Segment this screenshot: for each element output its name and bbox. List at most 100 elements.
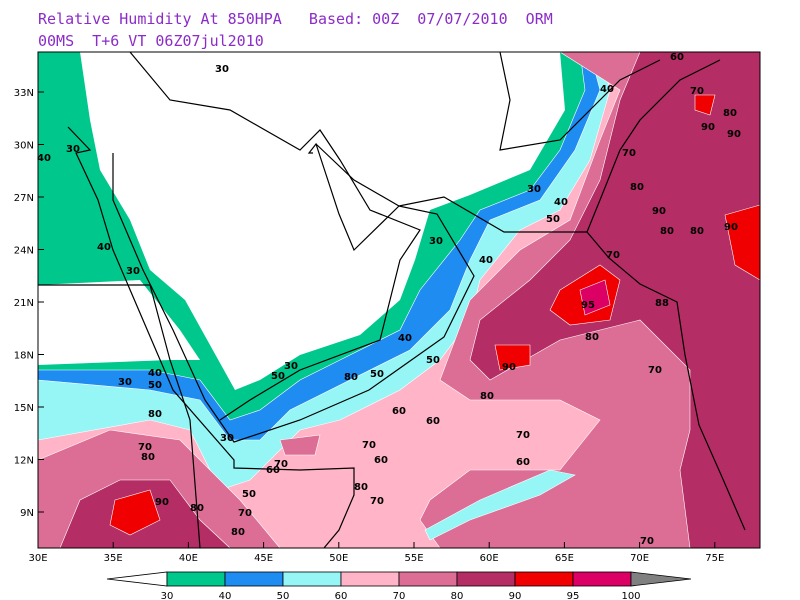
contour-label: 40 bbox=[37, 153, 51, 164]
lat-tick-label: 30N bbox=[14, 141, 34, 152]
colorbar-label: 95 bbox=[567, 591, 580, 600]
lon-tick-label: 35E bbox=[104, 553, 123, 564]
humidity-fields bbox=[37, 51, 761, 549]
contour-label: 30 bbox=[126, 266, 140, 277]
humidity-region bbox=[109, 489, 161, 536]
coastline bbox=[315, 143, 746, 531]
contour-label: 80 bbox=[723, 108, 737, 119]
contour-label: 40 bbox=[479, 255, 493, 266]
contour-label: 60 bbox=[670, 52, 684, 63]
contour-label: 70 bbox=[516, 430, 530, 441]
humidity-region bbox=[494, 344, 531, 371]
border bbox=[38, 284, 201, 549]
border bbox=[499, 51, 661, 151]
contour-label: 60 bbox=[516, 457, 530, 468]
contour-label: 70 bbox=[690, 86, 704, 97]
lat-tick-label: 24N bbox=[14, 246, 34, 257]
border bbox=[586, 59, 721, 233]
lon-tick-label: 75E bbox=[705, 553, 724, 564]
contour-label: 60 bbox=[426, 416, 440, 427]
lon-tick-label: 45E bbox=[254, 553, 273, 564]
contour-label: 60 bbox=[392, 406, 406, 417]
colorbar-label: 100 bbox=[621, 591, 640, 600]
humidity-region bbox=[694, 94, 716, 116]
colorbar-label: 90 bbox=[509, 591, 522, 600]
colorbar: 30 40 50 60 70 80 90 95 100 bbox=[106, 571, 692, 600]
contour-label: 60 bbox=[374, 455, 388, 466]
contour-label: 80 bbox=[141, 452, 155, 463]
coastline bbox=[67, 126, 355, 549]
contour-label: 50 bbox=[546, 214, 560, 225]
contour-label: 30 bbox=[66, 144, 80, 155]
contour-label: 50 bbox=[242, 489, 256, 500]
contour-label: 90 bbox=[724, 222, 738, 233]
contour-label: 50 bbox=[426, 355, 440, 366]
lon-tick-label: 60E bbox=[480, 553, 499, 564]
contour-label: 80 bbox=[690, 226, 704, 237]
colorbar-swatch bbox=[224, 571, 284, 587]
contour-label: 60 bbox=[266, 465, 280, 476]
contour-label: 80 bbox=[630, 182, 644, 193]
contour-label: 80 bbox=[344, 372, 358, 383]
map-frame bbox=[37, 51, 761, 549]
colorbar-swatch bbox=[456, 571, 516, 587]
contour-label: 30 bbox=[284, 361, 298, 372]
humidity-region bbox=[579, 279, 611, 316]
colorbar-under bbox=[106, 571, 168, 587]
lon-tick-label: 50E bbox=[329, 553, 348, 564]
title-line-2: 00MS T+6 VT 06Z07jul2010 bbox=[38, 32, 264, 50]
lon-tick-label: 40E bbox=[179, 553, 198, 564]
contour-label: 40 bbox=[554, 197, 568, 208]
lat-tick-label: 21N bbox=[14, 298, 34, 309]
contour-label: 30 bbox=[429, 236, 443, 247]
title-line-1: Relative Humidity At 850HPA Based: 00Z 0… bbox=[38, 10, 553, 28]
contour-label: 70 bbox=[640, 536, 654, 547]
contour-label: 80 bbox=[480, 391, 494, 402]
contour-label: 70 bbox=[648, 365, 662, 376]
contour-label: 30 bbox=[118, 377, 132, 388]
colorbar-swatch bbox=[282, 571, 342, 587]
contour-label: 80 bbox=[190, 503, 204, 514]
humidity-region bbox=[38, 280, 200, 365]
contour-label: 40 bbox=[600, 84, 614, 95]
humidity-region bbox=[424, 469, 576, 541]
contour-label: 70 bbox=[138, 442, 152, 453]
contour-label: 80 bbox=[148, 409, 162, 420]
colorbar-swatch bbox=[340, 571, 400, 587]
lon-tick-label: 30E bbox=[28, 553, 47, 564]
lat-tick-label: 15N bbox=[14, 403, 34, 414]
colorbar-label: 40 bbox=[219, 591, 232, 600]
contour-label: 90 bbox=[701, 122, 715, 133]
contour-label: 80 bbox=[354, 482, 368, 493]
humidity-region bbox=[80, 52, 565, 390]
contour-label: 90 bbox=[502, 362, 516, 373]
colorbar-swatch bbox=[572, 571, 632, 587]
contour-label: 80 bbox=[585, 332, 599, 343]
lon-tick-label: 55E bbox=[404, 553, 423, 564]
contour-label: 90 bbox=[652, 206, 666, 217]
lat-tick-label: 27N bbox=[14, 193, 34, 204]
contour-label: 80 bbox=[660, 226, 674, 237]
colorbar-label: 60 bbox=[335, 591, 348, 600]
contour-label: 30 bbox=[220, 433, 234, 444]
contour-label: 50 bbox=[148, 380, 162, 391]
contour-label: 70 bbox=[238, 508, 252, 519]
contour-label: 50 bbox=[370, 369, 384, 380]
lat-tick-label: 33N bbox=[14, 88, 34, 99]
contour-label: 70 bbox=[274, 459, 288, 470]
colorbar-label: 50 bbox=[277, 591, 290, 600]
lat-tick-label: 18N bbox=[14, 351, 34, 362]
coastlines bbox=[38, 51, 746, 549]
contour-label: 50 bbox=[271, 371, 285, 382]
lon-tick-label: 70E bbox=[630, 553, 649, 564]
contour-label: 30 bbox=[527, 184, 541, 195]
contour-label: 30 bbox=[215, 64, 229, 75]
colorbar-swatch bbox=[398, 571, 458, 587]
contour-label: 40 bbox=[148, 368, 162, 379]
humidity-region bbox=[279, 434, 321, 456]
colorbar-swatch bbox=[514, 571, 574, 587]
contour-label: 95 bbox=[581, 300, 595, 311]
colorbar-swatch bbox=[166, 571, 226, 587]
